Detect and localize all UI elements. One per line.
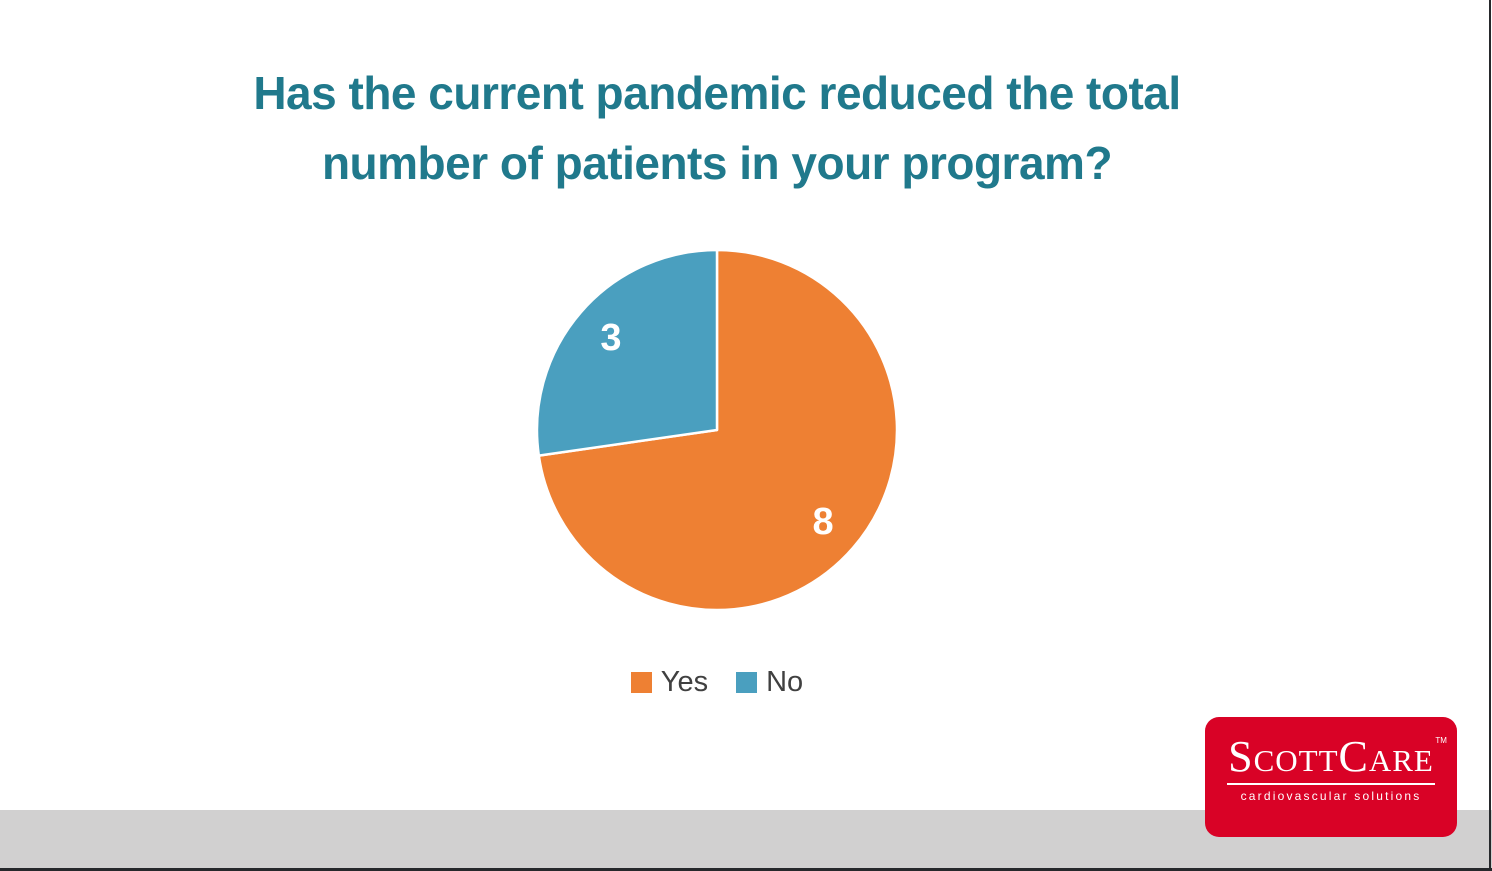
logo-tagline: cardiovascular solutions [1240, 789, 1422, 803]
pie-chart-svg: 83 [535, 248, 899, 612]
chart-title: Has the current pandemic reduced the tot… [253, 67, 1181, 189]
logo-divider-rule [1227, 783, 1435, 785]
logo-trademark-symbol: TM [1435, 736, 1447, 745]
window-border-right [1489, 0, 1491, 871]
legend-label-yes: Yes [660, 665, 709, 698]
window-border-bottom [0, 868, 1492, 871]
pie-data-label-yes: 8 [813, 501, 834, 543]
logo-content: ScottCare TM cardiovascular solutions [1227, 732, 1447, 803]
legend-label-no: No [766, 665, 804, 698]
logo-wordmark-row: ScottCare TM [1228, 732, 1447, 781]
legend-item-yes: Yes [630, 665, 709, 698]
pie-data-label-no: 3 [600, 317, 621, 359]
pie-slice-no [535, 248, 719, 457]
logo-wordmark: ScottCare [1228, 732, 1434, 781]
legend-swatch-yes [630, 671, 652, 693]
chart-legend: Yes No [0, 664, 1434, 700]
legend-item-no: No [736, 665, 804, 698]
legend-swatch-no [736, 671, 758, 693]
scottcare-logo: ScottCare TM cardiovascular solutions [1205, 717, 1457, 837]
